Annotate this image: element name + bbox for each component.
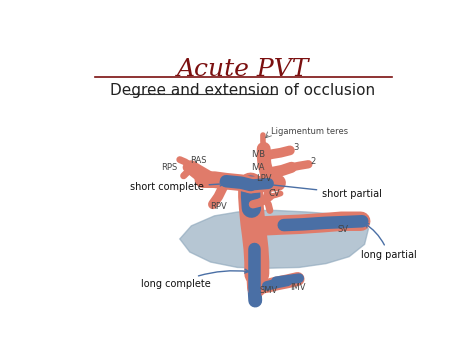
Text: Ligamentum teres: Ligamentum teres — [272, 127, 348, 136]
Text: long partial: long partial — [361, 223, 417, 260]
Text: IVB: IVB — [251, 150, 265, 159]
Text: RPS: RPS — [161, 163, 177, 172]
Text: long complete: long complete — [141, 269, 249, 289]
Text: short complete: short complete — [130, 182, 224, 192]
Polygon shape — [180, 211, 368, 268]
Text: CV: CV — [268, 189, 280, 198]
Text: short partial: short partial — [264, 182, 382, 198]
Text: SMV: SMV — [259, 286, 277, 295]
Text: SV: SV — [337, 225, 349, 234]
Text: IMV: IMV — [290, 283, 305, 292]
Text: RPV: RPV — [210, 202, 227, 211]
Text: 3: 3 — [293, 143, 298, 152]
Text: RAS: RAS — [190, 156, 206, 165]
Text: 2: 2 — [310, 157, 316, 166]
Text: IVA: IVA — [251, 163, 265, 172]
Text: Degree and extension of occlusion: Degree and extension of occlusion — [110, 83, 375, 98]
Text: LPV: LPV — [256, 174, 272, 182]
Text: Acute PVT: Acute PVT — [177, 58, 309, 81]
